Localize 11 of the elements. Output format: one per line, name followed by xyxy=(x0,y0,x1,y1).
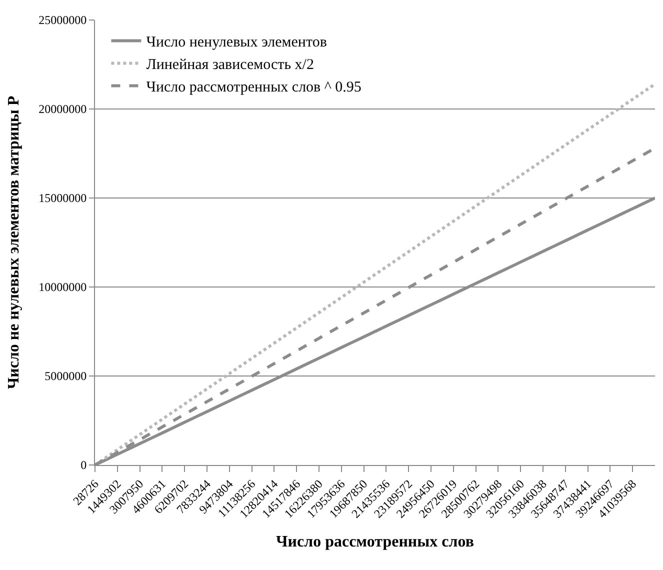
y-tick-label: 25000000 xyxy=(38,13,87,28)
y-tick-label: 0 xyxy=(80,458,87,472)
x-axis-title: Число рассмотренных слов xyxy=(276,533,474,550)
y-tick-label: 15000000 xyxy=(38,191,87,206)
y-axis-title: Число не нулевых элементов матрицы P xyxy=(6,96,22,390)
legend-label: Число рассмотренных слов ^ 0.95 xyxy=(146,80,362,96)
legend-label: Линейная зависемость x/2 xyxy=(146,57,314,74)
y-tick-label: 5000000 xyxy=(44,369,87,384)
y-tick-label: 20000000 xyxy=(38,102,87,116)
y-tick-label: 10000000 xyxy=(38,280,87,294)
legend-label: Число ненулевых элементов xyxy=(146,34,327,51)
